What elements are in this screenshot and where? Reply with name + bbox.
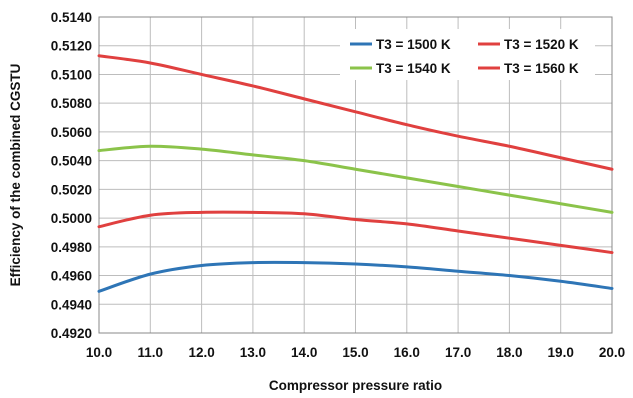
- legend-box: [340, 29, 595, 80]
- x-tick-label: 17.0: [445, 345, 471, 360]
- x-tick-label: 11.0: [138, 345, 164, 360]
- legend-label: T3 = 1500 K: [376, 37, 451, 52]
- x-tick-label: 13.0: [240, 345, 266, 360]
- y-tick-label: 0.5120: [51, 39, 92, 54]
- y-tick-label: 0.5040: [51, 154, 92, 169]
- x-tick-label: 20.0: [599, 345, 625, 360]
- x-tick-label: 10.0: [86, 345, 112, 360]
- legend-label: T3 = 1560 K: [504, 61, 579, 76]
- legend-label: T3 = 1540 K: [376, 61, 451, 76]
- y-tick-label: 0.4980: [51, 240, 92, 255]
- series-lines: [97, 54, 614, 293]
- y-tick-labels: 0.4920 0.4940 0.4960 0.4980 0.5000 0.5020 0.50…: [51, 10, 92, 341]
- y-tick-label: 0.4920: [51, 326, 92, 341]
- x-tick-label: 14.0: [291, 345, 317, 360]
- legend: T3 = 1500 K T3 = 1520 K T3 = 1540 K T3 = 15…: [340, 29, 595, 80]
- x-axis-label: Compressor pressure ratio: [269, 378, 442, 393]
- x-tick-labels: 10.0 11.0 12.0 13.0 14.0 15.0 16.0 17.0 18.0 19.0…: [86, 345, 625, 360]
- x-tick-label: 15.0: [342, 345, 368, 360]
- x-tick-label: 19.0: [548, 345, 574, 360]
- series-line-1: [97, 260, 614, 293]
- series-line-3: [97, 144, 614, 214]
- series-line-2: [97, 210, 614, 255]
- x-tick-label: 16.0: [394, 345, 420, 360]
- series-line-4: [97, 54, 614, 171]
- y-tick-label: 0.5060: [51, 125, 92, 140]
- y-tick-label: 0.5140: [51, 10, 92, 25]
- legend-label: T3 = 1520 K: [504, 37, 579, 52]
- x-tick-label: 12.0: [188, 345, 214, 360]
- y-tick-label: 0.5100: [51, 67, 92, 82]
- y-tick-label: 0.5000: [51, 211, 92, 226]
- y-tick-label: 0.5020: [51, 182, 92, 197]
- y-axis-label: Efficiency of the combined CGSTU: [8, 64, 23, 287]
- y-tick-label: 0.5080: [51, 96, 92, 111]
- plot-area-frame: [98, 16, 613, 334]
- x-tick-label: 18.0: [496, 345, 522, 360]
- y-tick-label: 0.4940: [51, 297, 92, 312]
- y-tick-label: 0.4960: [51, 269, 92, 284]
